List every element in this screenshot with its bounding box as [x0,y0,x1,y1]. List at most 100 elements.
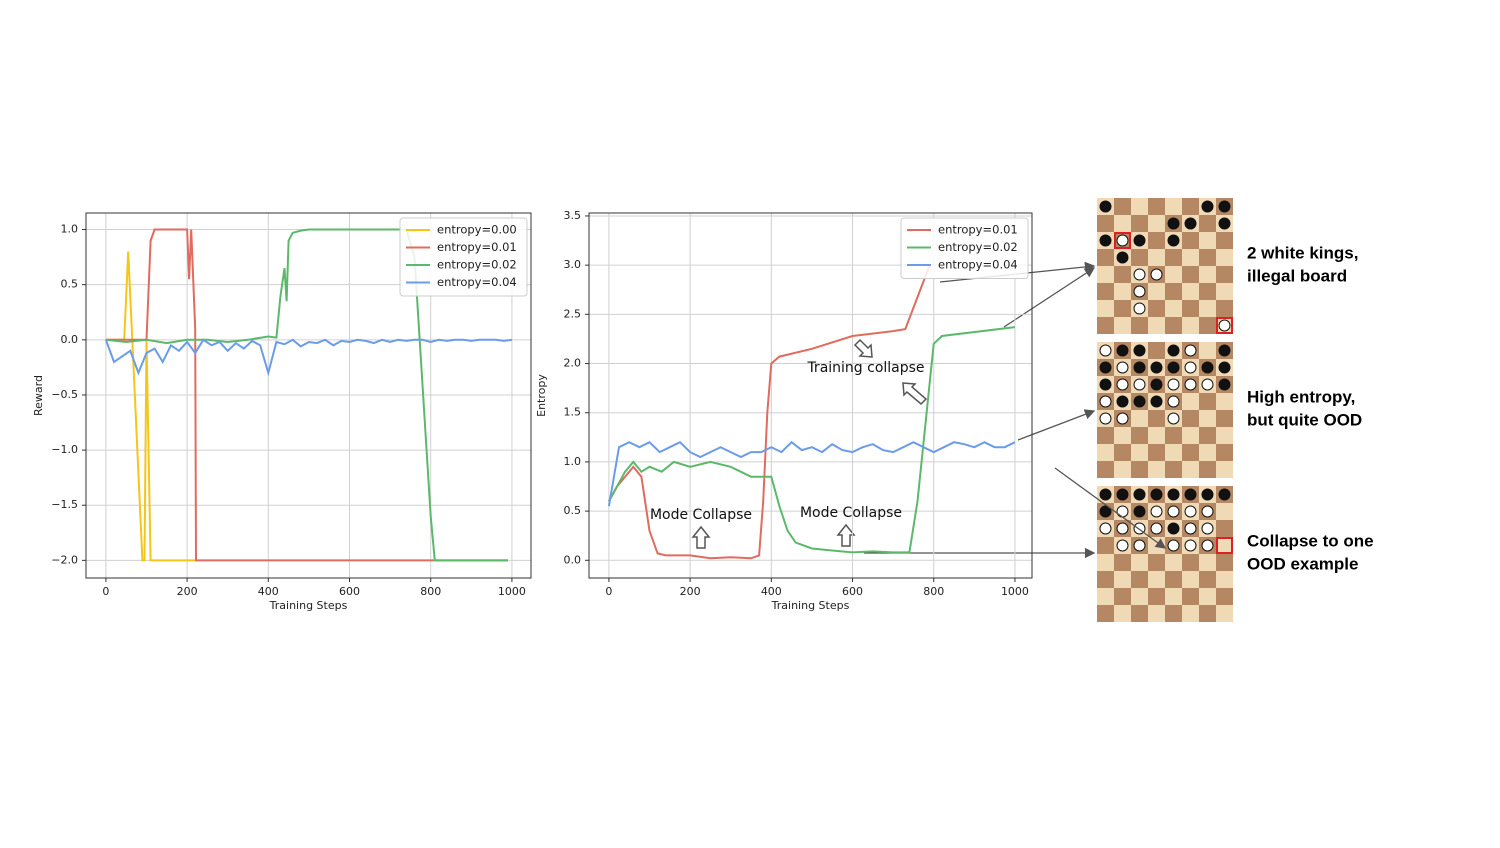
boards: 2 white kings, illegal board High entropy,… [1097,198,1374,622]
chess-piece [1116,251,1129,264]
board-square [1148,300,1165,317]
board-square [1199,232,1216,249]
board-square [1148,283,1165,300]
board-square [1165,571,1182,588]
board-square [1182,427,1199,444]
board-square [1216,283,1233,300]
chess-board: 2 white kings, illegal board [1097,198,1358,334]
board-square [1097,283,1114,300]
board-square [1148,198,1165,215]
board-square [1216,571,1233,588]
board-square [1182,300,1199,317]
y-tick-label: 2.5 [564,307,582,320]
board-square [1148,588,1165,605]
chess-piece [1116,378,1129,391]
board-square [1114,605,1131,622]
board-square [1097,571,1114,588]
y-tick-label: 0.5 [564,504,582,517]
x-tick-label: 0 [605,585,612,598]
board-square [1165,317,1182,334]
board-square [1097,588,1114,605]
board-square [1199,554,1216,571]
board-square [1148,427,1165,444]
board-caption: Collapse to one [1247,531,1374,550]
chart: 0 200 400 600 800 1000 −2.0 −1.5 −1.0 −0.5 0.0 0.5 1… [32,212,532,612]
legend-box [900,217,1029,279]
x-tick-label: 800 [420,585,441,598]
board-square [1182,198,1199,215]
board-square [1131,571,1148,588]
board-square [1148,215,1165,232]
chess-piece [1099,234,1112,247]
y-tick-label: 0.0 [61,333,79,346]
chess-piece [1167,378,1180,391]
board-square [1114,554,1131,571]
board-square [1114,444,1131,461]
legend-box [399,217,528,297]
chess-piece [1201,522,1214,535]
highlight [1216,317,1233,334]
chess-piece [1150,505,1163,518]
series-line [607,440,1016,507]
board-square [1148,571,1165,588]
legend-label: entropy=0.00 [437,223,517,237]
chess-piece [1133,361,1146,374]
hollow-arrow [691,525,711,549]
chess-piece [1099,395,1112,408]
chess-piece [1201,361,1214,374]
board-square [1216,393,1233,410]
board-square [1097,605,1114,622]
board-square [1148,461,1165,478]
board-square [1182,283,1199,300]
board-square [1131,198,1148,215]
board-square [1182,605,1199,622]
chess-piece [1218,200,1231,213]
legend: entropy=0.00 entropy=0.01 entropy=0.02 entr… [399,217,528,297]
board-square [1148,232,1165,249]
chess-piece [1218,344,1231,357]
chess-piece [1184,488,1197,501]
board-square [1199,571,1216,588]
board-square [1182,393,1199,410]
chess-piece [1099,412,1112,425]
chess-piece [1184,344,1197,357]
board-square [1216,520,1233,537]
board-square [1131,444,1148,461]
chess-piece [1218,378,1231,391]
chess-piece [1116,488,1129,501]
board-square [1199,283,1216,300]
board-square [1097,300,1114,317]
board-square [1199,461,1216,478]
board-square [1165,283,1182,300]
board-square [1182,554,1199,571]
chess-piece [1133,234,1146,247]
chess-piece [1133,285,1146,298]
chess-piece [1184,522,1197,535]
chess-piece [1218,361,1231,374]
board-square [1199,300,1216,317]
board-square [1131,410,1148,427]
board-square [1216,300,1233,317]
x-tick-label: 400 [258,585,279,598]
board-square [1199,444,1216,461]
chess-piece [1218,217,1231,230]
board-square [1114,283,1131,300]
chess-piece [1150,361,1163,374]
x-tick-label: 1000 [498,585,526,598]
y-tick-label: 0.5 [61,278,79,291]
chess-piece [1133,378,1146,391]
board-square [1131,317,1148,334]
chess-board: Collapse to one OOD example [1097,486,1374,622]
x-tick-label: 200 [680,585,701,598]
chess-piece [1099,522,1112,535]
board-square [1114,266,1131,283]
board-square [1182,410,1199,427]
board-square [1199,393,1216,410]
board-caption: illegal board [1247,266,1347,285]
connector [1017,409,1096,441]
y-tick-label: 3.0 [564,258,582,271]
chess-piece [1099,361,1112,374]
board-square [1131,215,1148,232]
